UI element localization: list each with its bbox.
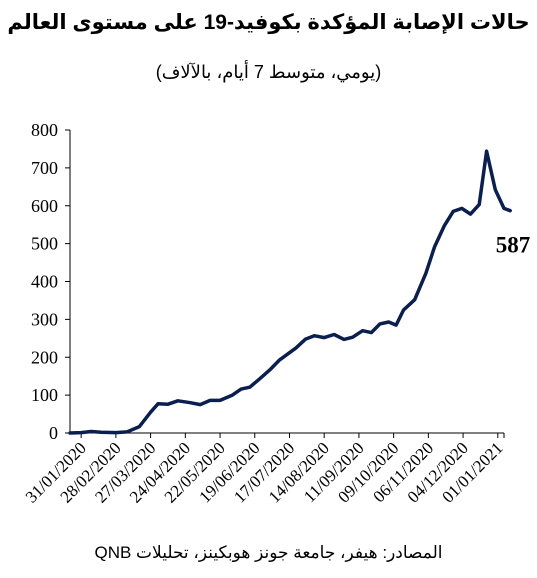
y-tick-label: 800 (31, 120, 58, 140)
series-line (68, 149, 512, 435)
chart-title: حالات الإصابة المؤكدة بكوفيد-19 على مستو… (7, 11, 530, 34)
y-tick-label: 200 (31, 347, 58, 367)
y-tick-label: 400 (31, 272, 58, 292)
end-value-label: 587 (496, 233, 531, 258)
chart-subtitle: (يومي، متوسط 7 أيام، بالآلاف) (155, 62, 382, 82)
source-note: المصادر: هيفر، جامعة جونز هوبكينز، تحليل… (94, 543, 443, 562)
y-tick-label: 0 (49, 423, 58, 443)
y-tick-label: 300 (31, 309, 58, 329)
y-tick-label: 500 (31, 234, 58, 254)
y-tick-label: 700 (31, 158, 58, 178)
y-tick-label: 600 (31, 196, 58, 216)
y-tick-label: 100 (31, 385, 58, 405)
